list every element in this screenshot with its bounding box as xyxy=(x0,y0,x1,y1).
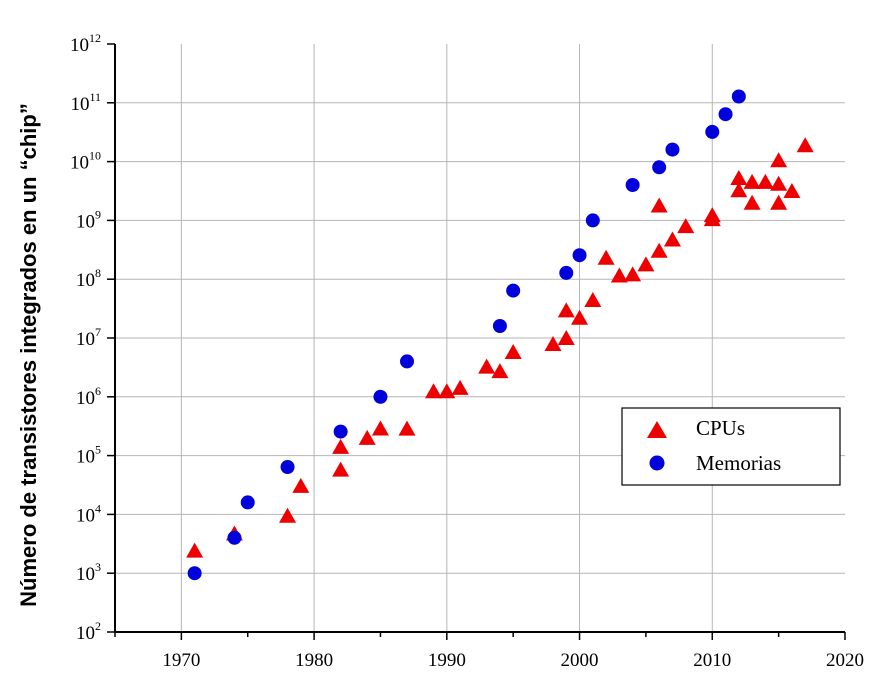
x-tick-label: 1980 xyxy=(295,650,333,671)
data-point-cpu xyxy=(557,330,575,346)
data-point-cpu xyxy=(796,137,814,153)
data-point-cpu xyxy=(743,194,761,210)
data-point-memoria xyxy=(373,389,388,404)
data-point-cpu xyxy=(610,267,628,283)
data-point-memoria xyxy=(280,459,295,474)
x-tick-label: 1990 xyxy=(428,650,466,671)
legend: CPUs Memorias xyxy=(621,407,841,486)
data-point-cpu xyxy=(371,420,389,436)
data-point-cpu xyxy=(358,429,376,445)
data-point-memoria xyxy=(665,142,680,157)
data-point-cpu xyxy=(756,173,774,189)
legend-label-cpus: CPUs xyxy=(696,416,745,440)
legend-marker-cpus xyxy=(647,421,667,438)
data-point-cpu xyxy=(770,175,788,191)
data-point-cpu xyxy=(292,477,310,493)
data-point-cpu xyxy=(425,383,443,399)
data-point-cpu xyxy=(650,197,668,213)
data-point-cpu xyxy=(597,249,615,265)
data-point-cpu xyxy=(332,461,350,477)
data-point-cpu xyxy=(332,438,350,454)
data-point-cpu xyxy=(743,173,761,189)
data-point-memoria xyxy=(652,160,667,175)
y-axis-label: Número de transistores integrados en un … xyxy=(16,103,41,607)
y-tick-label: 105 xyxy=(76,443,101,468)
data-point-cpu xyxy=(663,231,681,247)
data-point-cpu xyxy=(703,207,721,223)
data-point-memoria xyxy=(187,566,202,581)
y-tick-label: 1010 xyxy=(70,149,101,174)
series-memorias xyxy=(187,89,746,581)
data-point-memoria xyxy=(400,354,414,369)
y-tick-label: 106 xyxy=(76,384,101,409)
x-tick-label: 1970 xyxy=(162,650,200,671)
data-point-cpu xyxy=(279,507,297,523)
data-point-cpu xyxy=(478,358,496,374)
data-point-memoria xyxy=(240,495,255,510)
data-point-memoria xyxy=(705,124,720,139)
legend-marker-memorias xyxy=(649,455,665,471)
data-point-memoria xyxy=(333,424,348,439)
data-point-cpu xyxy=(624,266,642,282)
data-point-cpu xyxy=(584,292,602,308)
x-tick-label: 2000 xyxy=(561,650,599,671)
y-tick-label: 104 xyxy=(76,501,101,526)
data-point-cpu xyxy=(770,152,788,168)
data-point-memoria xyxy=(559,265,574,280)
data-point-cpu xyxy=(544,336,562,352)
grid-lines xyxy=(115,44,845,632)
data-point-memoria xyxy=(572,248,587,263)
y-tick-label: 108 xyxy=(76,266,101,291)
data-points xyxy=(186,89,814,581)
legend-label-memorias: Memorias xyxy=(696,451,781,475)
data-point-memoria xyxy=(718,107,733,122)
y-tick-label: 109 xyxy=(76,207,101,232)
data-point-memoria xyxy=(506,283,521,298)
data-point-cpu xyxy=(783,183,801,199)
data-point-cpu xyxy=(504,343,522,359)
legend-box xyxy=(621,407,841,486)
data-point-cpu xyxy=(557,302,575,318)
data-point-cpu xyxy=(186,542,204,558)
data-point-memoria xyxy=(585,213,600,228)
series-cpus xyxy=(186,137,814,558)
y-tick-label: 103 xyxy=(76,560,101,585)
data-point-cpu xyxy=(677,218,695,234)
data-point-cpu xyxy=(438,383,456,399)
data-point-cpu xyxy=(571,309,589,325)
y-tick-label: 102 xyxy=(76,619,101,644)
data-point-memoria xyxy=(227,530,242,545)
data-point-cpu xyxy=(730,182,748,198)
data-point-cpu xyxy=(637,256,655,272)
data-point-cpu xyxy=(491,363,509,379)
data-point-cpu xyxy=(770,194,788,210)
data-point-memoria xyxy=(492,318,507,333)
data-point-memoria xyxy=(625,177,640,192)
data-point-cpu xyxy=(398,420,416,436)
x-tick-label: 2020 xyxy=(826,650,864,671)
data-point-cpu xyxy=(451,379,469,395)
data-point-memoria xyxy=(731,89,746,104)
axis-ticks: 1970 1980 1990 2000 2010 2020 102 103 104 105 106 1… xyxy=(70,31,864,671)
y-tick-label: 1012 xyxy=(70,31,101,56)
y-tick-label: 1011 xyxy=(70,90,101,115)
data-point-cpu xyxy=(730,170,748,186)
x-tick-label: 2010 xyxy=(693,650,731,671)
data-point-cpu xyxy=(650,242,668,258)
y-tick-label: 107 xyxy=(76,325,101,350)
